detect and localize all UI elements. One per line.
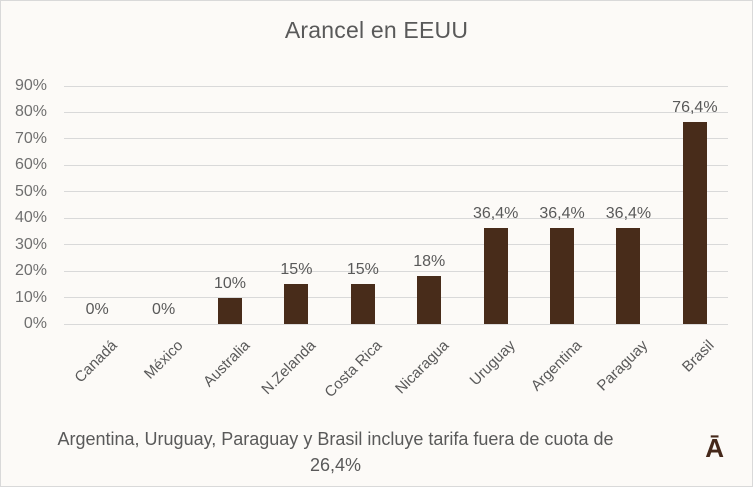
- x-category-label: Nicaragua: [391, 337, 453, 398]
- bar: [218, 297, 243, 324]
- y-tick-label: 70%: [14, 129, 47, 147]
- x-axis-slot: Australia: [197, 332, 263, 418]
- bar: [284, 284, 309, 324]
- x-axis: Canadá México Australia N.Zelanda Costa Rica…: [64, 332, 728, 418]
- x-axis-slot: Paraguay: [594, 332, 661, 418]
- gridline: [64, 164, 728, 166]
- y-tick-label: 10%: [14, 288, 47, 306]
- x-category-label: N.Zelanda: [258, 337, 320, 398]
- bar: [682, 121, 707, 324]
- gridline: [64, 244, 728, 246]
- x-category-label: Brasil: [679, 337, 718, 376]
- y-tick-label: 50%: [14, 182, 47, 200]
- chart-title: Arancel en EEUU: [284, 17, 469, 43]
- bar: [350, 284, 375, 324]
- bar-column: 10%: [197, 275, 263, 324]
- bar-value-label: 0%: [152, 301, 176, 318]
- x-category-label: Argentina: [527, 337, 586, 395]
- plot-area: 0% 0% 10% 15% 15% 18% 36,4% 36,4% 36,4% 76,4%: [64, 85, 728, 325]
- bar-column: 36,4%: [529, 205, 595, 324]
- footnote-line-1: Argentina, Uruguay, Paraguay y Brasil in…: [57, 429, 614, 449]
- footnote-line-2: 26,4%: [309, 455, 362, 475]
- y-tick-label: 60%: [14, 156, 47, 174]
- bar-column: 15%: [330, 261, 396, 324]
- x-category-label: México: [141, 337, 187, 383]
- bar-value-label: 76,4%: [672, 98, 718, 116]
- x-axis-slot: México: [130, 332, 196, 418]
- bar-value-label: 36,4%: [539, 204, 585, 222]
- bar: [417, 276, 442, 324]
- bar-value-label: 15%: [346, 261, 379, 279]
- bar-column: 76,4%: [662, 99, 728, 324]
- y-tick-label: 20%: [14, 262, 47, 280]
- x-axis-slot: Brasil: [662, 332, 728, 418]
- gridline: [64, 85, 728, 87]
- bar-value-label: 10%: [214, 274, 247, 292]
- y-tick-label: 90%: [14, 77, 47, 94]
- x-category-label: Paraguay: [594, 337, 652, 395]
- bar: [483, 227, 508, 324]
- bar: [616, 227, 641, 324]
- gridline: [64, 297, 728, 299]
- gridline: [64, 111, 728, 113]
- y-tick-label: 40%: [14, 209, 47, 227]
- bars-row: 0% 0% 10% 15% 15% 18% 36,4% 36,4% 36,4% 76,4%: [64, 86, 728, 324]
- bar-column: 36,4%: [595, 205, 661, 324]
- x-axis-slot: Canadá: [64, 332, 130, 418]
- x-axis-slot: Argentina: [527, 332, 595, 418]
- gridline: [64, 270, 728, 272]
- bar-value-label: 18%: [413, 253, 446, 271]
- y-tick-label: 80%: [14, 103, 47, 121]
- x-category-label: Costa Rica: [321, 337, 386, 401]
- bar-value-label: 15%: [280, 261, 313, 279]
- x-category-label: Australia: [199, 337, 254, 391]
- gridline: [64, 191, 728, 193]
- gridline: [64, 323, 728, 325]
- bar-column: 18%: [396, 253, 462, 324]
- x-axis-slot: N.Zelanda: [258, 332, 329, 418]
- gridline: [64, 138, 728, 140]
- gridline: [64, 217, 728, 219]
- x-axis-slot: Uruguay: [462, 332, 528, 418]
- y-axis: 0% 10% 20% 30% 40% 50% 60% 70% 80% 90%: [1, 77, 47, 332]
- brand-logo: Ā: [705, 433, 724, 463]
- x-category-label: Canadá: [71, 337, 121, 387]
- x-axis-slot: Nicaragua: [392, 332, 462, 418]
- bar-value-label: 36,4%: [472, 204, 519, 222]
- bar-value-label: 0%: [85, 301, 109, 318]
- y-tick-label: 30%: [14, 235, 47, 253]
- bar-column: 0%: [130, 301, 196, 324]
- bar: [550, 227, 575, 324]
- x-category-label: Uruguay: [466, 337, 519, 390]
- bar-column: 0%: [64, 301, 130, 324]
- bar-column: 36,4%: [462, 205, 528, 324]
- y-tick-label: 0%: [23, 315, 47, 332]
- bar-column: 15%: [263, 261, 329, 324]
- bar-value-label: 36,4%: [605, 204, 652, 222]
- x-axis-slot: Costa Rica: [322, 332, 396, 418]
- chart-footnote: Argentina, Uruguay, Paraguay y Brasil in…: [13, 426, 658, 478]
